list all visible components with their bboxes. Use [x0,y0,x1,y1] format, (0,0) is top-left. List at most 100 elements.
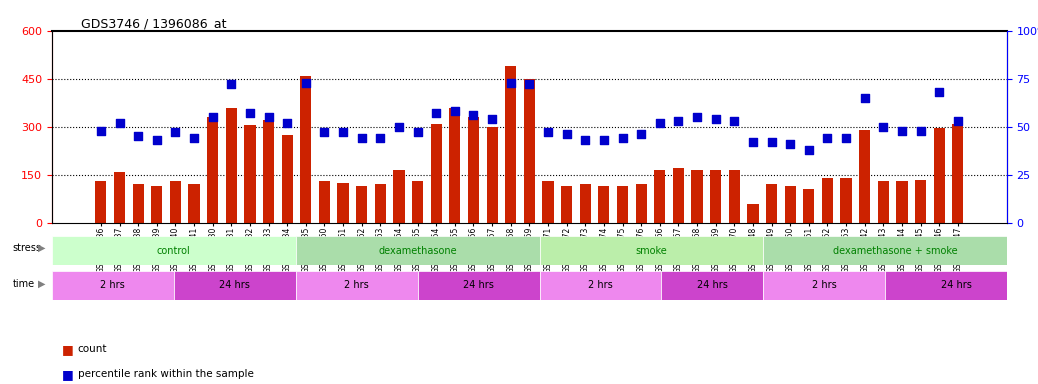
Point [819,135,836,141]
Text: 2 hrs: 2 hrs [345,280,370,290]
Bar [562,186,572,223]
Bar [598,186,609,223]
Bar [281,135,293,223]
Point [950,118,966,124]
Text: 24 hrs: 24 hrs [463,280,494,290]
Bar [263,120,274,223]
FancyBboxPatch shape [763,271,885,300]
Point [186,135,202,141]
Bar [897,181,907,223]
Point [428,110,444,116]
Text: 24 hrs: 24 hrs [696,280,728,290]
Point [465,112,482,118]
FancyBboxPatch shape [173,271,296,300]
Bar [208,117,218,223]
Bar [356,186,367,223]
Text: 2 hrs: 2 hrs [589,280,612,290]
Bar [952,124,963,223]
Point [763,139,780,145]
Point [484,116,500,122]
Point [782,141,798,147]
Bar [710,170,721,223]
Text: time: time [12,279,34,289]
Bar [803,189,815,223]
Bar [635,184,647,223]
Bar [654,170,665,223]
Text: 2 hrs: 2 hrs [101,280,126,290]
Text: ■: ■ [62,343,74,356]
Point [726,118,742,124]
Bar [393,170,405,223]
Text: smoke: smoke [635,245,667,256]
Bar [691,170,703,223]
Bar [412,181,424,223]
Bar [524,79,535,223]
Text: count: count [78,344,107,354]
Text: 24 hrs: 24 hrs [219,280,250,290]
Point [652,120,668,126]
Point [111,120,128,126]
Point [577,137,594,143]
Bar [449,108,461,223]
Point [335,129,352,136]
Point [894,127,910,134]
Bar [747,204,759,223]
Bar [673,168,684,223]
Point [558,131,575,137]
Bar [431,124,442,223]
Bar [841,178,851,223]
FancyBboxPatch shape [540,236,763,265]
Bar [822,178,834,223]
Point [446,108,463,114]
Bar [878,181,889,223]
Bar [133,184,143,223]
Bar [487,127,497,223]
Bar [916,180,926,223]
Point [671,118,687,124]
Point [931,89,948,95]
FancyBboxPatch shape [417,271,540,300]
Bar [933,128,945,223]
Point [298,79,315,86]
Point [261,114,277,120]
Point [390,124,407,130]
Point [92,127,109,134]
Bar [225,108,237,223]
Bar [579,184,591,223]
Point [502,79,519,86]
Text: GDS3746 / 1396086_at: GDS3746 / 1396086_at [81,17,226,30]
Bar [543,181,553,223]
Point [167,129,184,136]
Text: dexamethasone: dexamethasone [378,245,457,256]
Bar [152,186,162,223]
FancyBboxPatch shape [540,271,661,300]
Point [707,116,723,122]
Bar [506,66,516,223]
Bar [468,117,480,223]
Bar [244,125,255,223]
Text: control: control [157,245,191,256]
Bar [375,184,386,223]
Point [856,95,873,101]
FancyBboxPatch shape [52,271,173,300]
Bar [785,186,796,223]
Point [317,129,333,136]
Point [744,139,761,145]
Point [148,137,165,143]
Text: ▶: ▶ [38,279,46,289]
Text: percentile rank within the sample: percentile rank within the sample [78,369,253,379]
Text: 2 hrs: 2 hrs [812,280,837,290]
Bar [114,172,126,223]
Point [279,120,296,126]
FancyBboxPatch shape [885,271,1028,300]
Point [242,110,258,116]
Bar [95,181,107,223]
Point [372,135,388,141]
Bar [300,76,311,223]
Text: ■: ■ [62,368,74,381]
Bar [337,183,349,223]
Point [409,129,426,136]
Point [800,147,817,153]
Bar [729,170,740,223]
Point [838,135,854,141]
